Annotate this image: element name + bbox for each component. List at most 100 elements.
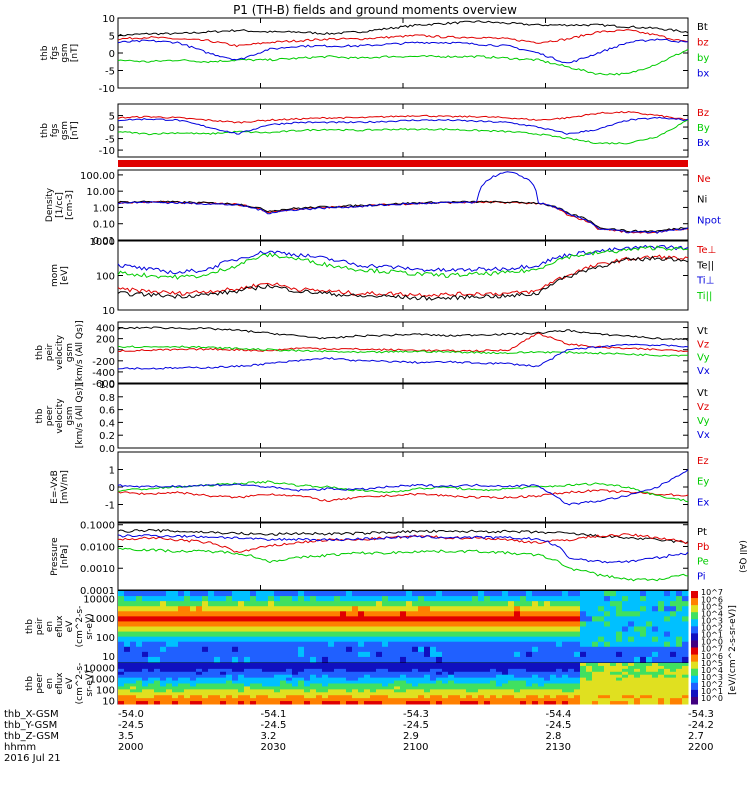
heatmap-cell [346,695,353,699]
heatmap-cell [178,677,185,682]
heatmap-cell [646,651,653,658]
heatmap-cell [520,641,527,648]
heatmap-cell [562,674,569,679]
heatmap-cell [226,683,233,687]
heatmap-cell [250,698,257,702]
heatmap-cell [598,626,605,633]
heatmap-cell [640,665,647,670]
heatmap-cell [322,692,329,696]
heatmap-cell [280,698,287,702]
heatmap-cell [292,591,299,597]
heatmap-cell [646,646,653,653]
heatmap-cell [244,680,251,684]
heatmap-cell [310,646,317,653]
heatmap-cell [160,631,167,638]
heatmap-cell [460,680,467,684]
heatmap-cell [346,692,353,696]
heatmap-cell [646,686,653,690]
heatmap-cell [640,686,647,690]
heatmap-cell [154,656,161,663]
heatmap-cell [592,631,599,638]
heatmap-cell [598,656,605,663]
heatmap-cell [238,683,245,687]
heatmap-cell [280,606,287,612]
heatmap-cell [328,656,335,663]
heatmap-cell [412,591,419,597]
heatmap-cell [664,689,671,693]
heatmap-cell [514,591,521,597]
heatmap-cell [616,591,623,597]
heatmap-cell [604,671,611,676]
heatmap-cell [232,668,239,673]
legend-fgs-gsm-2-Bx: Bx [697,138,710,149]
heatmap-cell [454,621,461,627]
heatmap-cell [352,656,359,663]
heatmap-cell [472,656,479,663]
heatmap-cell [502,641,509,648]
heatmap-cell [658,616,665,622]
heatmap-cell [394,677,401,682]
heatmap-cell [154,646,161,653]
heatmap-cell [466,674,473,679]
ylabel-velocity-2: velocity [55,398,65,434]
heatmap-cell [592,683,599,687]
ylabel-fgs-gsm: fgs [50,46,60,60]
heatmap-cell [184,692,191,696]
heatmap-cell [250,631,257,638]
heatmap-cell [310,680,317,684]
heatmap-cell [496,611,503,617]
heatmap-cell [178,606,185,612]
heatmap-cell [334,695,341,699]
heatmap-cell [184,651,191,658]
heatmap-cell [682,591,689,597]
heatmap-cell [628,621,635,627]
heatmap-cell [652,606,659,612]
heatmap-cell [400,698,407,702]
series-velocity-1-Vx [117,343,689,370]
heatmap-cell [244,701,251,705]
heatmap-cell [136,641,143,648]
heatmap-cell [124,646,131,653]
heatmap-cell [658,606,665,612]
heatmap-cell [394,636,401,643]
heatmap-cell [598,677,605,682]
heatmap-cell [256,646,263,653]
heatmap-cell [280,680,287,684]
series-fgs-gsm-2-Bx [117,116,689,135]
heatmap-cell [418,680,425,684]
heatmap-cell [418,663,425,667]
heatmap-cell [292,626,299,633]
heatmap-cell [196,621,203,627]
heatmap-cell [190,674,197,679]
heatmap-cell [190,636,197,643]
heatmap-cell [346,698,353,702]
heatmap-cell [406,674,413,679]
heatmap-cell [502,631,509,638]
heatmap-cell [406,692,413,696]
heatmap-cell [430,695,437,699]
heatmap-cell [658,656,665,663]
heatmap-cell [118,671,125,676]
heatmap-cell [550,636,557,643]
heatmap-cell [604,591,611,597]
heatmap-cell [136,601,143,607]
heatmap-cell [280,701,287,705]
heatmap-cell [436,596,443,602]
heatmap-cell [538,641,545,648]
heatmap-cell [256,698,263,702]
heatmap-cell [418,665,425,670]
heatmap-cell [136,665,143,670]
ytick-label-fgs-gsm: 0 [109,49,115,60]
heatmap-cell [352,641,359,648]
heatmap-cell [568,601,575,607]
heatmap-cell [376,698,383,702]
heatmap-cell [280,668,287,673]
heatmap-cell [466,641,473,648]
heatmap-cell [628,651,635,658]
heatmap-cell [436,646,443,653]
heatmap-cell [166,668,173,673]
ytick-label-velocity-2: 0.2 [99,431,115,442]
heatmap-cell [460,646,467,653]
heatmap-cell [340,621,347,627]
ylabel-density: [1/cc] [55,192,65,218]
